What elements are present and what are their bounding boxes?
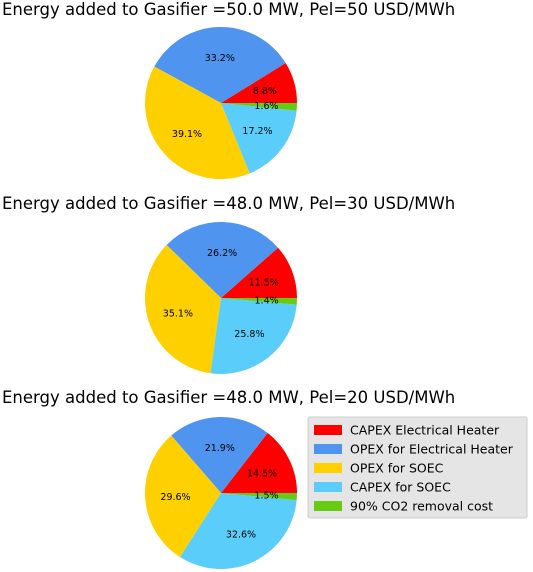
pie-slice-capex-for-soec xyxy=(221,103,297,174)
legend-label-opex-for-electrical-heater: OPEX for Electrical Heater xyxy=(350,442,514,457)
pie-slice-capex-for-soec xyxy=(210,298,297,375)
pie-chart-2: 11.5% 26.2% 35.1% 25.8% 1.4% xyxy=(144,221,298,375)
pie-slice-opex-for-electrical-heater xyxy=(166,221,279,298)
pie-chart-3: 14.5% 21.9% 29.6% 32.6% 1.5% xyxy=(144,416,297,569)
pie-slice-90-co2-removal-cost xyxy=(221,103,297,111)
pie-slice-opex-for-electrical-heater xyxy=(171,416,268,493)
legend-label-90-co2-removal-cost: 90% CO2 removal cost xyxy=(350,499,493,514)
pct-label-capex-electrical-heater: 8.8% xyxy=(253,86,277,97)
legend-label-capex-for-soec: CAPEX for SOEC xyxy=(350,480,451,495)
legend-swatch-opex-for-electrical-heater xyxy=(314,444,342,454)
pct-label-90-co2-removal-cost: 1.6% xyxy=(254,101,278,112)
legend-frame xyxy=(307,416,528,519)
pie-slice-90-co2-removal-cost xyxy=(221,298,298,305)
chart-title-3: Energy added to Gasifier =48.0 MW, Pel=2… xyxy=(2,388,455,407)
pie-slice-capex-electrical-heater xyxy=(221,63,297,103)
legend-label-opex-for-soec: OPEX for SOEC xyxy=(350,461,444,476)
pct-label-capex-electrical-heater: 14.5% xyxy=(247,469,277,480)
pct-label-capex-for-soec: 25.8% xyxy=(234,329,264,340)
pct-label-90-co2-removal-cost: 1.5% xyxy=(254,491,278,502)
legend-label-capex-electrical-heater: CAPEX Electrical Heater xyxy=(350,423,500,438)
pct-label-opex-for-electrical-heater: 21.9% xyxy=(205,443,235,454)
pct-label-opex-for-soec: 29.6% xyxy=(160,492,190,503)
pie-slice-opex-for-electrical-heater xyxy=(154,26,286,103)
pct-label-capex-for-soec: 17.2% xyxy=(242,126,272,137)
chart-title-1: Energy added to Gasifier =50.0 MW, Pel=5… xyxy=(2,0,455,19)
legend-swatch-capex-for-soec xyxy=(314,482,342,492)
legend-swatch-90-co2-removal-cost xyxy=(314,501,342,511)
pct-label-opex-for-soec: 39.1% xyxy=(172,129,202,140)
legend: CAPEX Electrical Heater OPEX for Electric… xyxy=(307,416,528,519)
chart-title-2: Energy added to Gasifier =48.0 MW, Pel=3… xyxy=(2,194,455,213)
pie-chart-1: 8.8% 33.2% 39.1% 17.2% 1.6% xyxy=(144,26,297,180)
pct-label-90-co2-removal-cost: 1.4% xyxy=(255,296,279,307)
pie-slice-capex-electrical-heater xyxy=(221,432,297,493)
legend-swatch-capex-electrical-heater xyxy=(314,425,342,435)
pie-slice-90-co2-removal-cost xyxy=(221,493,297,501)
pie-slice-capex-electrical-heater xyxy=(221,247,297,298)
legend-swatch-opex-for-soec xyxy=(314,463,342,473)
pct-label-capex-for-soec: 32.6% xyxy=(226,530,256,541)
pct-label-opex-for-soec: 35.1% xyxy=(163,308,193,319)
pie-slice-opex-for-soec xyxy=(144,66,250,180)
pct-label-opex-for-electrical-heater: 26.2% xyxy=(207,248,237,259)
pct-label-opex-for-electrical-heater: 33.2% xyxy=(205,53,235,64)
pie-slice-capex-for-soec xyxy=(180,493,297,569)
pct-label-capex-electrical-heater: 11.5% xyxy=(249,277,279,288)
pie-slice-opex-for-soec xyxy=(144,244,221,374)
pie-slice-opex-for-soec xyxy=(144,435,221,557)
